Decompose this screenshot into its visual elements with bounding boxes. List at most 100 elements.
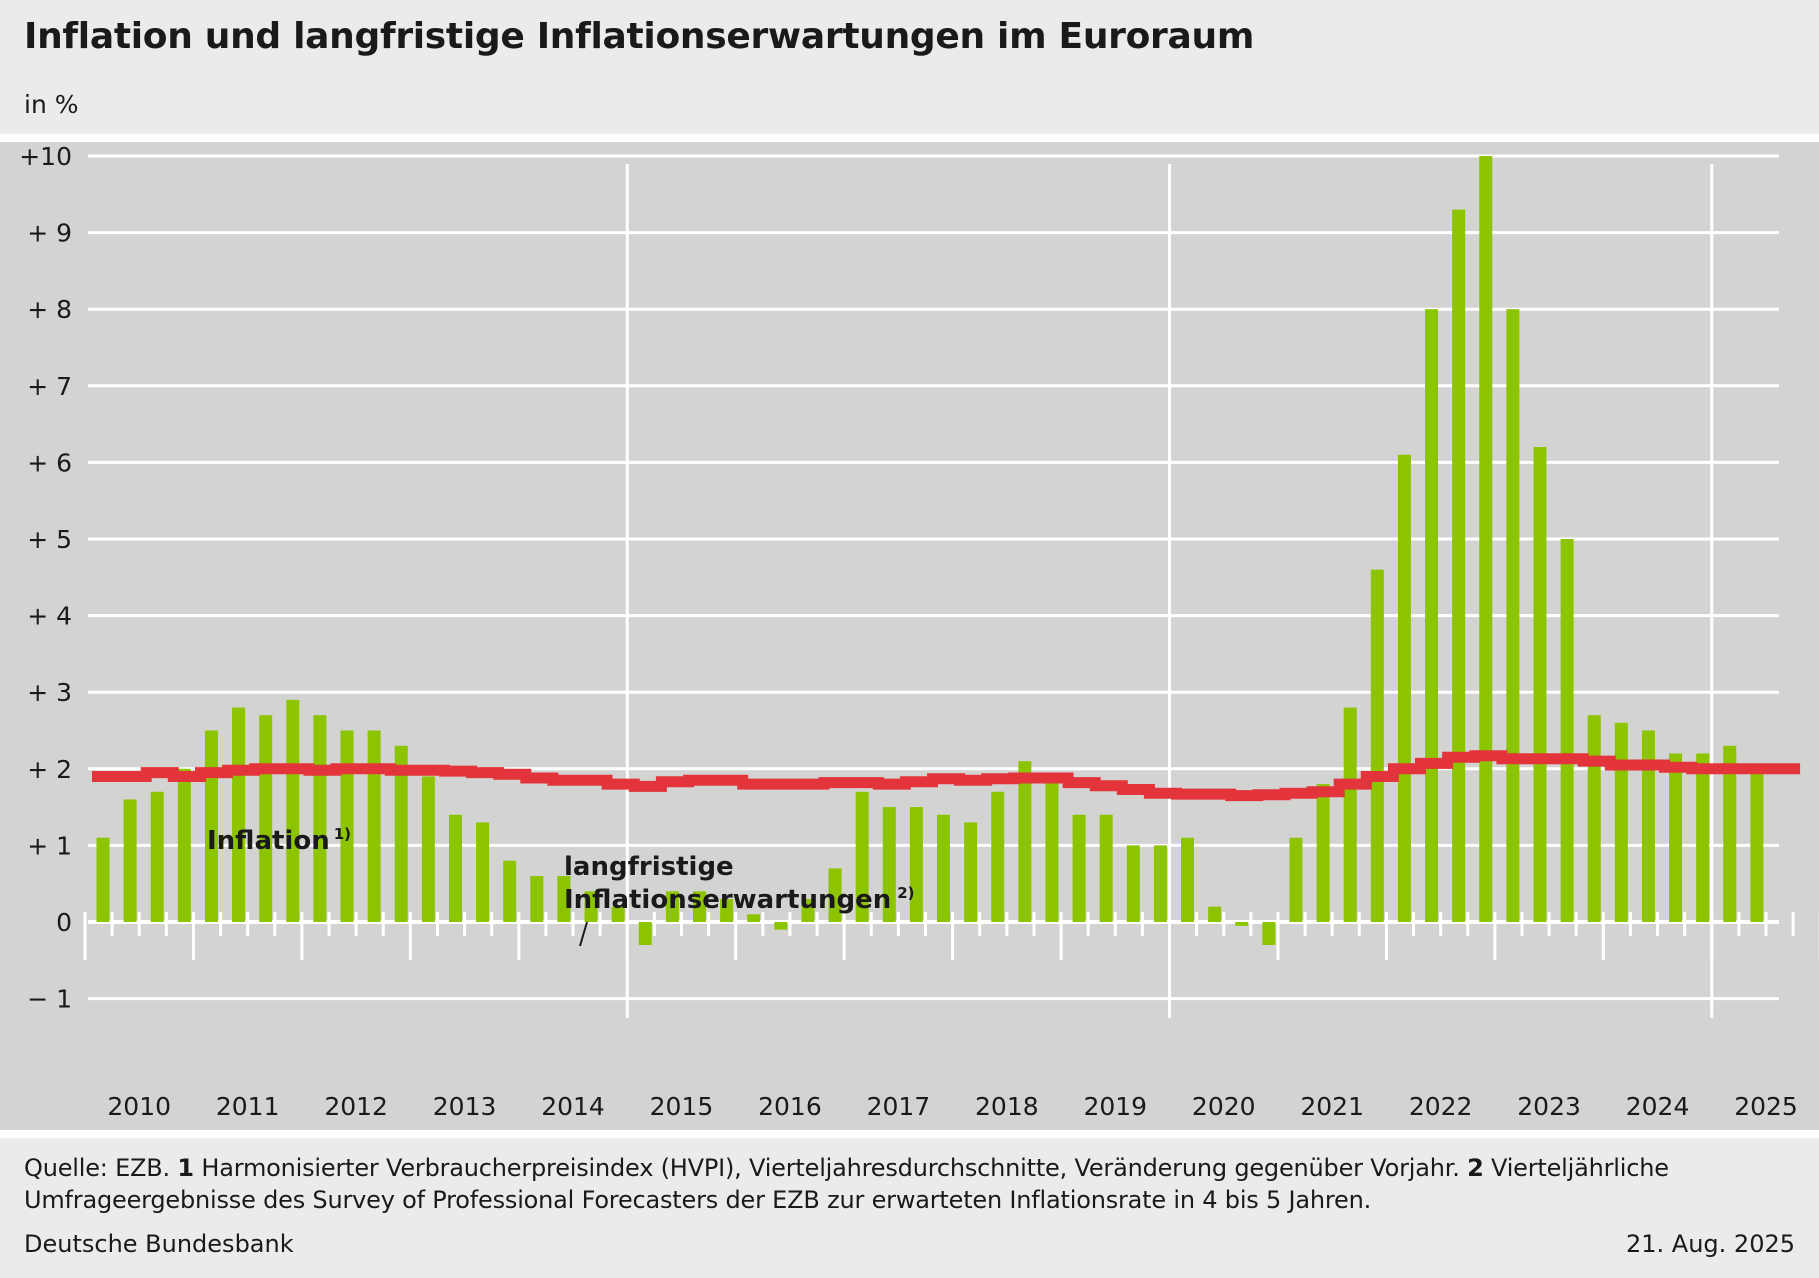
inflation-bar-37 [1099,814,1113,922]
publication-date: 21. Aug. 2025 [1626,1230,1795,1258]
x-tick-label-2024: 2024 [1626,1092,1690,1121]
inflation-bar-52 [1506,309,1520,922]
y-tick-label-6: + 4 [27,602,72,631]
note2-number: 2 [1467,1154,1484,1182]
x-tick-label-2011: 2011 [216,1092,280,1121]
bottom-divider [0,1130,1819,1138]
x-tick-label-2023: 2023 [1517,1092,1581,1121]
inflation-bar-20 [638,922,652,945]
inflation-bar-3 [177,768,191,922]
inflation-bar-30 [909,807,923,922]
inflation-bar-60 [1723,745,1737,922]
y-tick-label-1: + 9 [27,219,72,248]
x-tick-label-2015: 2015 [650,1092,714,1121]
inflation-bar-59 [1696,753,1710,922]
chart-area: +10+ 9+ 8+ 7+ 6+ 5+ 4+ 3+ 2+ 10− 1 2010 2… [0,142,1819,1130]
expectations-leader-line [579,921,588,947]
expectations-label-line1: langfristige [564,852,734,882]
note1-text: Harmonisierter Verbraucherpreisindex (HV… [201,1154,1460,1182]
y-tick-label-3: + 7 [27,372,72,401]
inflation-bar-19 [611,906,625,922]
inflation-bar-6 [259,715,273,922]
y-tick-label-8: + 2 [27,755,72,784]
inflation-bar-57 [1641,730,1655,922]
inflation-bar-39 [1153,845,1167,922]
inflation-bar-34 [1018,761,1032,922]
x-tick-label-2013: 2013 [433,1092,497,1121]
inflation-bar-4 [204,730,218,922]
inflation-bar-0 [96,837,110,922]
inflation-bar-25 [774,922,788,930]
chart-title: Inflation und langfristige Inflationserw… [24,16,1255,57]
note2-text: Vierteljährliche Umfrageergebnisse des S… [24,1154,1669,1214]
y-tick-label-10: 0 [56,908,72,937]
x-tick-label-2014: 2014 [541,1092,605,1121]
expectations-label-line2: Inflationserwartungen 2) [564,884,915,915]
inflation-bar-55 [1587,715,1601,922]
inflation-bar-22 [692,891,706,922]
inflation-bar-38 [1126,845,1140,922]
inflation-bar-15 [503,860,517,922]
x-tick-label-2019: 2019 [1083,1092,1147,1121]
inflation-bar-13 [448,814,462,922]
inflation-bar-43 [1262,922,1276,945]
y-tick-label-7: + 3 [27,678,72,707]
inflation-bar-21 [665,891,679,922]
y-tick-label-0: +10 [19,142,72,171]
publisher: Deutsche Bundesbank [24,1230,294,1258]
x-tick-label-2022: 2022 [1409,1092,1473,1121]
inflation-bar-2 [150,791,164,922]
inflation-bar-31 [937,814,950,922]
x-tick-label-2021: 2021 [1300,1092,1364,1121]
inflation-bar-61 [1750,768,1764,922]
y-axis-ticks: +10 + 9 + 8 + 7 + 6 + 5 + 4 + 3 + 2 + 1 0 − 1 [19,142,72,1014]
source-prefix: Quelle: EZB. [24,1154,170,1182]
inflation-label: Inflation 1) [207,825,351,856]
x-tick-label-2017: 2017 [867,1092,931,1121]
inflation-bar-56 [1614,722,1628,922]
y-tick-label-11: − 1 [27,985,72,1014]
inflation-bar-32 [964,822,978,922]
x-axis: 2010 2011 2012 2013 2014 2015 2016 2017 2018 2019… [83,912,1819,1121]
footnote: Quelle: EZB. 1 Harmonisierter Verbrauche… [24,1152,1796,1216]
inflation-bar-18 [584,891,598,922]
inflation-bar-41 [1208,906,1222,922]
inflation-bar-16 [530,876,544,922]
y-tick-label-9: + 1 [27,831,72,860]
inflation-bar-47 [1370,569,1384,922]
top-divider [0,134,1819,142]
inflation-bar-58 [1669,753,1683,922]
inflation-bar-5 [232,707,246,922]
expectations-step-path [92,750,1801,802]
inflation-bar-17 [557,876,571,922]
unit-label: in % [24,90,79,119]
note1-number: 1 [177,1154,194,1182]
y-tick-label-4: + 6 [27,448,72,477]
x-tick-label-2018: 2018 [975,1092,1039,1121]
inflation-bar-24 [747,914,761,922]
inflation-bar-50 [1452,209,1466,922]
inflation-bar-53 [1533,447,1547,922]
inflation-bar-42 [1235,922,1249,926]
inflation-bar-14 [476,822,490,922]
inflation-bar-1 [123,799,137,922]
inflation-bar-35 [1045,776,1059,922]
inflation-bar-26 [801,899,815,922]
inflation-bar-28 [855,791,869,922]
x-tick-label-2016: 2016 [758,1092,822,1121]
inflation-bar-40 [1181,837,1195,922]
expectations-line [92,750,1801,802]
inflation-bar-9 [340,730,354,922]
x-tick-label-2012: 2012 [324,1092,388,1121]
inflation-bar-23 [720,899,734,922]
inflation-bar-46 [1343,707,1357,922]
series-annotations: Inflation 1) langfristige Inflationserwar… [207,825,915,947]
inflation-bar-51 [1479,156,1493,922]
inflation-bar-12 [421,776,435,922]
inflation-bar-48 [1397,454,1411,922]
inflation-bar-29 [882,807,896,922]
x-tick-label-2010: 2010 [107,1092,171,1121]
inflation-bar-27 [828,868,842,922]
inflation-bar-44 [1289,837,1303,922]
x-tick-label-2025: 2025 [1734,1092,1798,1121]
